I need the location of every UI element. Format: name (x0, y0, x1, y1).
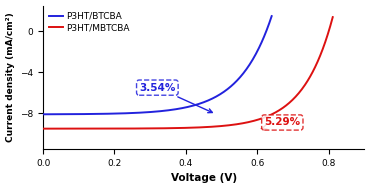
P3HT/BTCBA (50, 113, 54, 115)
P3HT/MBTCBA (223, 125, 227, 127)
P3HT/BTCBA (71, 113, 75, 115)
Line: P3HT/MBTCBA: P3HT/MBTCBA (43, 17, 333, 129)
Text: 5.29%: 5.29% (261, 118, 300, 129)
Legend: P3HT/BTCBA, P3HT/MBTCBA: P3HT/BTCBA, P3HT/MBTCBA (48, 10, 132, 34)
P3HT/BTCBA (41, 113, 45, 115)
P3HT/BTCBA (44, 113, 48, 115)
X-axis label: Voltage (V): Voltage (V) (171, 174, 237, 184)
P3HT/BTCBA (269, 15, 274, 17)
P3HT/MBTCBA (237, 123, 242, 125)
Line: P3HT/BTCBA: P3HT/BTCBA (43, 16, 272, 114)
P3HT/BTCBA (201, 101, 206, 103)
P3HT/MBTCBA (142, 127, 147, 130)
P3HT/MBTCBA (273, 111, 278, 114)
Text: 3.54%: 3.54% (139, 83, 212, 113)
P3HT/MBTCBA (63, 128, 67, 130)
P3HT/MBTCBA (286, 102, 291, 105)
P3HT/BTCBA (99, 113, 103, 115)
Y-axis label: Current density (mA/cm²): Current density (mA/cm²) (6, 12, 14, 142)
P3HT/MBTCBA (41, 128, 45, 130)
P3HT/MBTCBA (330, 16, 335, 18)
P3HT/BTCBA (42, 113, 47, 115)
